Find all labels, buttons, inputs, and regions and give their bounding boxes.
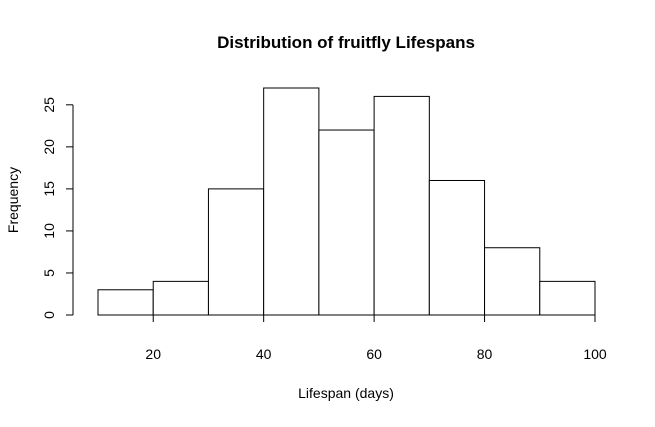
bar-70-80 bbox=[428, 179, 486, 316]
x-tick-label-20: 20 bbox=[145, 346, 161, 362]
x-tick-label-80: 80 bbox=[477, 346, 493, 362]
y-tick-label-10: 10 bbox=[41, 223, 57, 239]
bar-60-70 bbox=[373, 95, 430, 316]
y-tick-label-0: 0 bbox=[41, 311, 57, 319]
x-axis: 20 40 60 80 100 bbox=[145, 314, 607, 362]
chart-title: Distribution of fruitfly Lifespans bbox=[217, 33, 475, 52]
bar-20-30 bbox=[152, 280, 209, 316]
bar-40-50 bbox=[263, 87, 320, 316]
y-tick-label-25: 25 bbox=[41, 97, 57, 113]
x-axis-label: Lifespan (days) bbox=[298, 385, 394, 401]
x-tick-label-40: 40 bbox=[256, 346, 272, 362]
x-tick-label-60: 60 bbox=[366, 346, 382, 362]
y-tick-label-15: 15 bbox=[41, 181, 57, 197]
y-axis: 0 5 10 15 20 25 bbox=[41, 97, 74, 319]
bar-50-60 bbox=[318, 129, 375, 316]
bar-30-40 bbox=[207, 188, 265, 316]
y-axis-label: Frequency bbox=[5, 167, 21, 233]
y-tick-label-20: 20 bbox=[41, 139, 57, 155]
y-tick-label-5: 5 bbox=[41, 269, 57, 277]
bars-group bbox=[97, 87, 596, 316]
x-tick-label-100: 100 bbox=[583, 346, 607, 362]
bar-90-100 bbox=[539, 280, 596, 316]
bar-10-20 bbox=[97, 289, 154, 316]
bar-80-90 bbox=[484, 247, 541, 316]
